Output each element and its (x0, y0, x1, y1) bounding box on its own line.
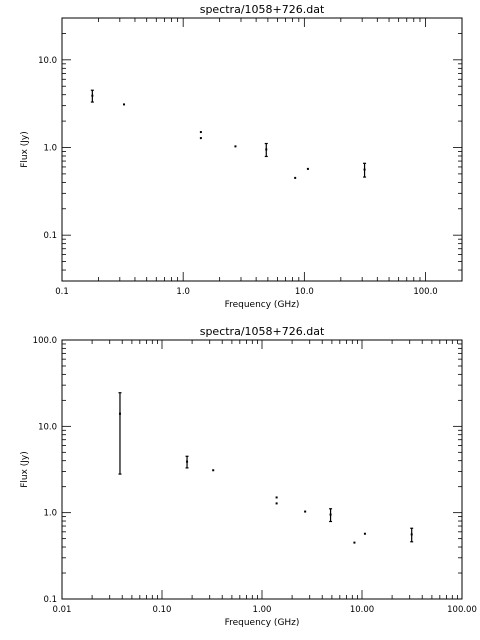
chart-2: spectra/1058+726.dat 0.01 0.10 1.00 10.00 100… (20, 325, 477, 628)
data-point (91, 94, 94, 97)
chart-title: spectra/1058+726.dat (200, 3, 325, 16)
x-axis-label: Frequency (GHz) (225, 300, 300, 310)
data-point (306, 167, 309, 170)
y-tick-label: 10.0 (38, 422, 57, 432)
data-point (234, 145, 237, 148)
data-point (329, 513, 332, 516)
y-tick-label: 100.0 (33, 336, 57, 346)
data-point (123, 103, 126, 106)
x-tick-label: 1.00 (253, 605, 272, 615)
x-tick-label: 100.0 (413, 287, 437, 297)
data-point (275, 496, 278, 499)
x-tick-label: 100.00 (447, 605, 477, 615)
y-tick-label: 0.1 (43, 231, 57, 241)
data-point (353, 541, 356, 544)
data-point (199, 131, 202, 134)
x-tick-label: 0.01 (53, 605, 72, 615)
y-axis-label: Flux (Jy) (20, 131, 30, 168)
chart-title: spectra/1058+726.dat (200, 325, 325, 338)
chart-1: spectra/1058+726.dat 0.1 1.0 10.0 100.0 0.1 1.… (20, 3, 463, 310)
x-tick-label: 1.0 (176, 287, 190, 297)
data-point (212, 469, 215, 472)
y-tick-label: 10.0 (38, 56, 57, 66)
plot-frame (61, 339, 463, 600)
data-point (118, 412, 121, 415)
x-tick-label: 0.10 (153, 605, 172, 615)
data-point (363, 532, 366, 535)
plot-frame (61, 17, 463, 282)
x-axis-label: Frequency (GHz) (225, 618, 300, 628)
x-tick-label: 0.1 (55, 287, 69, 297)
data-point (199, 137, 202, 140)
data-point (265, 148, 268, 151)
data-point (275, 502, 278, 505)
data-point (410, 533, 413, 536)
x-tick-label: 10.0 (295, 287, 314, 297)
x-tick-label: 10.00 (350, 605, 374, 615)
data-point (186, 460, 189, 463)
y-tick-label: 1.0 (43, 143, 57, 153)
data-point (294, 176, 297, 179)
data-point (304, 510, 307, 513)
y-tick-label: 0.1 (43, 595, 57, 605)
data-point (363, 168, 366, 171)
y-tick-label: 1.0 (43, 509, 57, 519)
y-axis-label: Flux (Jy) (20, 451, 30, 488)
